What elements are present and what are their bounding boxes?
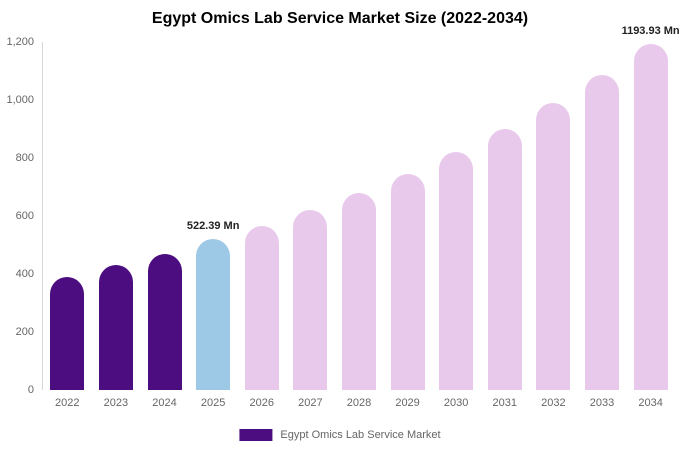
x-tick-label: 2023	[103, 397, 129, 409]
chart-title: Egypt Omics Lab Service Market Size (202…	[151, 10, 529, 27]
x-tick-label: 2033	[589, 397, 615, 409]
x-tick-label: 2024	[152, 397, 177, 409]
x-tick-label: 2034	[638, 397, 663, 409]
value-annotation-2025: 522.39 Mn	[186, 219, 240, 232]
y-tick-label: 600	[15, 210, 34, 222]
legend-swatch	[239, 429, 273, 441]
bar-column-2023: 2023	[98, 42, 133, 409]
bar-2030[interactable]	[439, 152, 474, 390]
x-tick-label: 2030	[443, 397, 469, 409]
x-tick-label: 2028	[346, 397, 372, 409]
y-axis: 1,200 1,000 800 600 400 200 0	[0, 36, 36, 396]
y-tick-label: 400	[15, 268, 34, 280]
bar-2023[interactable]	[98, 265, 133, 390]
y-tick-label: 0	[27, 384, 34, 396]
bar-column-2033: 2033	[585, 42, 619, 409]
bar-column-2027: 2027	[293, 42, 328, 409]
bar-2031[interactable]	[487, 129, 522, 390]
y-tick-label: 800	[15, 152, 34, 164]
bar-column-2028: 2028	[341, 42, 376, 409]
bar-column-2029: 2029	[390, 42, 425, 409]
bar-column-2032: 2032	[536, 42, 571, 409]
bar-column-2034: 2034 1193.93 Mn	[622, 25, 680, 409]
bar-column-2022: 2022	[50, 42, 85, 409]
plot-area: 2022 2023 2024 2025 522.39 Mn 2026 2027 2028 202…	[42, 25, 680, 409]
bar-column-2030: 2030	[439, 42, 474, 409]
legend[interactable]: Egypt Omics Lab Service Market	[239, 429, 441, 441]
bar-2025[interactable]	[196, 238, 231, 390]
bar-column-2026: 2026	[244, 42, 279, 409]
bar-column-2025: 2025 522.39 Mn	[187, 42, 240, 409]
bar-2028[interactable]	[341, 192, 376, 390]
x-tick-label: 2025	[200, 397, 226, 409]
bar-2033[interactable]	[585, 75, 619, 390]
x-tick-label: 2026	[249, 397, 274, 409]
bar-column-2031: 2031	[487, 42, 522, 409]
value-annotation-2034: 1193.93 Mn	[621, 24, 680, 37]
bar-2032[interactable]	[536, 102, 571, 390]
x-tick-label: 2022	[55, 397, 80, 409]
x-tick-label: 2032	[541, 397, 566, 409]
bar-2029[interactable]	[390, 173, 425, 390]
bar-column-2024: 2024	[147, 42, 182, 409]
legend-label: Egypt Omics Lab Service Market	[280, 429, 441, 441]
y-tick-label: 1,000	[6, 94, 34, 106]
x-tick-label: 2027	[298, 397, 323, 409]
x-tick-label: 2031	[492, 397, 518, 409]
y-tick-label: 200	[15, 326, 34, 338]
bar-2026[interactable]	[244, 226, 279, 390]
bar-2024[interactable]	[147, 253, 182, 390]
y-tick-label: 1,200	[6, 36, 34, 48]
bar-series: 2022 2023 2024 2025 522.39 Mn 2026 2027 2028 202…	[43, 25, 680, 409]
bar-2027[interactable]	[293, 210, 328, 390]
bar-2034[interactable]	[633, 43, 668, 390]
x-tick-label: 2029	[395, 397, 420, 409]
bar-2022[interactable]	[50, 276, 85, 390]
